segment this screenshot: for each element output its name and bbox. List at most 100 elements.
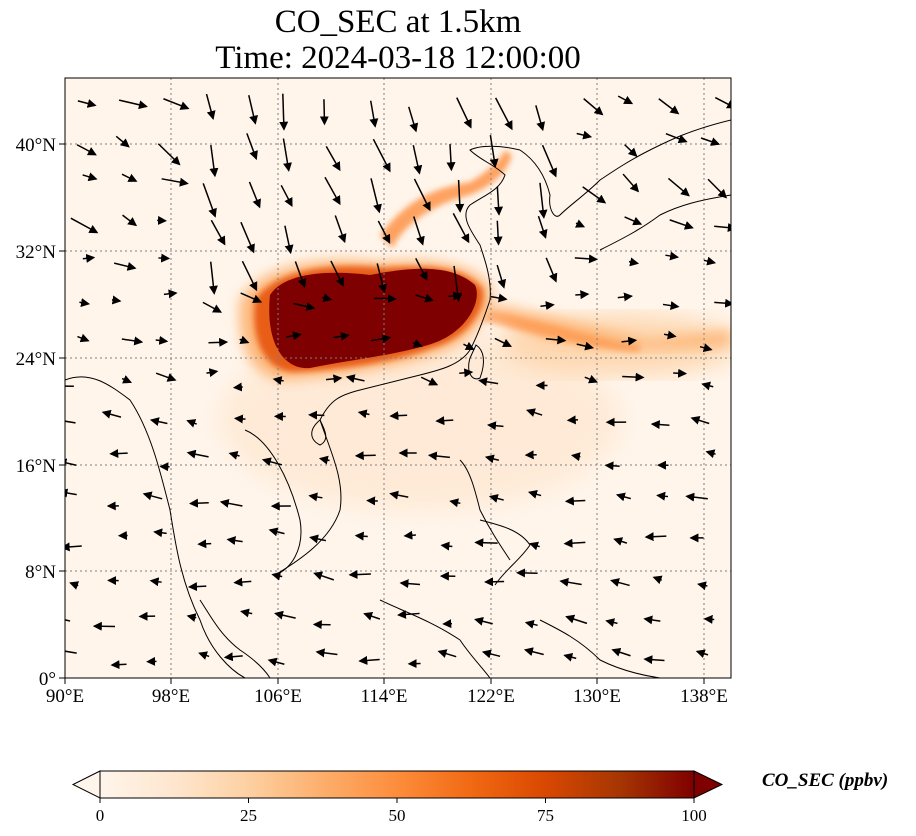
lat-tick-label: 0° [39,669,56,690]
wind-arrow [161,177,189,187]
wind-arrow [77,99,97,108]
wind-arrow [613,537,628,546]
wind-arrow [389,490,409,500]
wind-arrow [448,291,463,301]
wind-arrow [628,257,640,267]
wind-arrow [524,619,538,629]
colorbar-extend-low [71,770,101,799]
wind-arrow [223,652,243,662]
wind-arrow [617,292,633,302]
wind-arrow [537,215,548,239]
wind-arrow [399,579,421,589]
wind-arrow [494,97,513,131]
wind-arrow [358,655,380,665]
colorbar: 0 25 50 75 100 [71,770,724,825]
wind-arrow [455,179,465,213]
wind-arrow [248,95,258,125]
wind-arrow [449,498,461,508]
lon-tick-label: 90°E [46,686,84,707]
wind-arrow [488,494,504,503]
wind-arrow [566,415,579,425]
wind-arrow [110,660,127,670]
lat-tick-label: 32°N [16,242,57,263]
wind-arrow [493,220,503,246]
wind-arrow [652,575,663,585]
wind-arrow [459,368,474,378]
wind-arrow [412,145,423,175]
wind-arrow [118,99,148,110]
wind-arrow [662,301,680,311]
title-line-1: CO_SEC at 1.5km [274,4,522,40]
wind-arrow [374,294,397,304]
wind-arrow [377,220,391,244]
wind-arrow [272,376,284,385]
wind-arrow [149,577,162,587]
colorbar-tick-label: 100 [681,806,707,825]
wind-arrow [82,253,96,263]
wind-arrow [615,492,631,502]
wind-arrow [357,409,370,419]
wind-arrow [413,216,425,246]
wind-arrow [665,251,680,261]
wind-arrow [70,217,99,234]
wind-arrow [157,143,181,166]
lon-tick-labels: 90°E 98°E 106°E 114°E 122°E 130°E 138°E [46,686,728,707]
wind-arrow [325,146,341,172]
wind-arrow [489,135,499,169]
wind-arrow [496,264,507,289]
wind-arrow [474,616,493,626]
wind-arrow [348,570,371,580]
wind-arrow [261,457,283,467]
wind-arrow [240,608,253,618]
wind-arrow [529,541,540,551]
wind-arrow [198,651,210,660]
wind-arrow [570,452,581,462]
wind-arrow [65,488,77,498]
wind-arrow [369,100,379,128]
wind-arrow [122,214,138,227]
wind-arrow [315,648,338,658]
map-title: CO_SEC at 1.5km Time: 2024-03-18 12:00:0… [65,4,731,76]
wind-arrow [667,177,690,197]
wind-arrow [65,420,76,424]
wind-arrow [202,183,217,218]
wind-arrow [149,417,168,426]
wind-arrow [611,647,631,657]
wind-arrow [412,339,423,348]
lat-tick-label: 24°N [16,349,57,370]
wind-arrow [206,368,219,378]
wind-arrow [622,372,645,382]
wind-arrow [490,293,508,303]
wind-arrow [121,173,138,182]
wind-arrow [538,182,548,219]
wind-arrow [463,341,475,350]
wind-arrow [685,492,708,502]
wind-arrow [456,97,472,129]
wind-arrow [82,172,98,182]
wind-arrow [622,173,640,193]
wind-arrow [665,133,688,144]
wind-arrow [437,649,457,658]
wind-arrow [397,609,420,619]
wind-arrow [155,372,177,382]
wind-arrow [610,578,630,587]
wind-arrow [564,496,586,506]
wind-arrow [232,382,243,392]
lat-tick-labels: 0° 8°N 16°N 24°N 32°N 40°N [16,135,57,690]
wind-arrow [663,330,677,340]
wind-arrow [186,419,197,428]
wind-arrow [210,219,226,246]
wind-arrow [541,144,557,178]
lat-tick-label: 16°N [16,456,57,477]
wind-arrow [575,219,586,228]
wind-arrow [575,290,590,300]
wind-arrow [155,335,169,345]
wind-arrow [559,577,582,587]
wind-arrow [69,581,80,590]
lon-tick-label: 122°E [467,686,515,707]
colorbar-extend-high [693,770,724,799]
wind-arrow [584,374,599,384]
wind-arrow [325,374,343,384]
wind-arrow [246,133,258,161]
wind-arrow [109,449,128,458]
